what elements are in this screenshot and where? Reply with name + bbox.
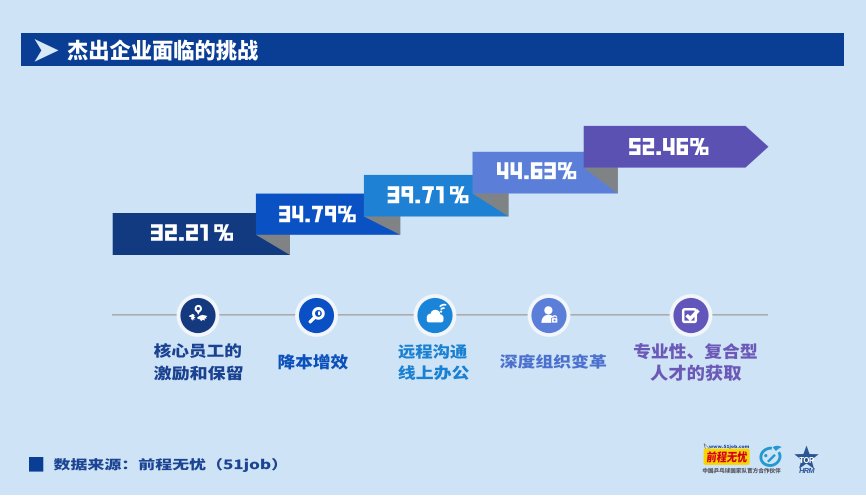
- svg-text:HRM: HRM: [799, 466, 815, 475]
- svg-text:TOP: TOP: [799, 456, 814, 465]
